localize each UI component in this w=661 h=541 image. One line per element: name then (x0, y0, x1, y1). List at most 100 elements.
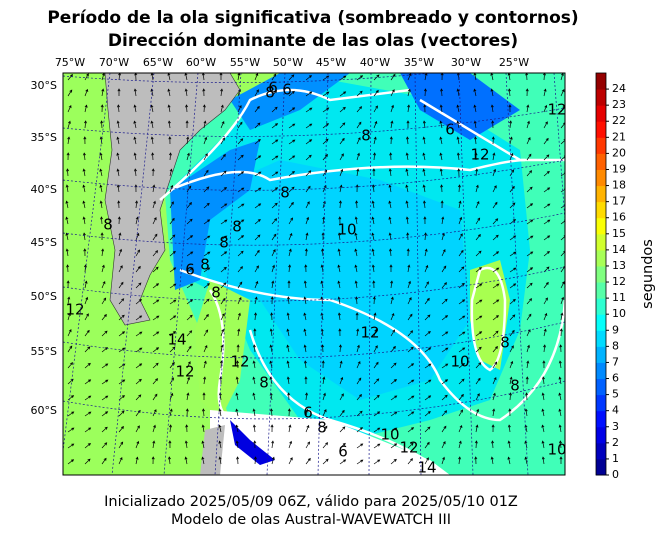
contour-label: 6 (303, 404, 313, 422)
colorbar-segment (596, 426, 606, 444)
colorbar-segment (596, 442, 606, 460)
meridian (266, 73, 286, 475)
colorbar-tick-label: 13 (612, 259, 626, 272)
lat-label: 45°S (31, 236, 57, 249)
contour-label: 12 (360, 324, 379, 342)
lon-label: 60°W (186, 56, 216, 69)
colorbar-tick-label: 3 (612, 420, 619, 433)
contour-label: 8 (317, 419, 327, 437)
meridian (163, 73, 199, 475)
parallel (63, 159, 565, 191)
colorbar-tick-label: 5 (612, 388, 619, 401)
colorbar-tick-label: 21 (612, 130, 626, 143)
lon-label: 40°W (360, 56, 390, 69)
title-line: Dirección dominante de las olas (vectore… (108, 31, 518, 51)
colorbar-tick-label: 11 (612, 291, 626, 304)
contour-label: 8 (510, 377, 520, 395)
parallel (63, 321, 565, 359)
colorbar-segment (596, 362, 606, 380)
contour-label: 8 (211, 284, 221, 302)
shade-8 (230, 73, 350, 130)
lat-label: 60°S (31, 404, 57, 417)
colorbar-segment (596, 330, 606, 347)
shade-14 (470, 260, 510, 370)
contour-label: 6 (268, 79, 278, 97)
colorbar-segment (596, 233, 606, 251)
colorbar-tick-label: 22 (612, 114, 626, 127)
lat-label: 50°S (31, 290, 57, 303)
contour-label: 8 (219, 234, 229, 252)
contour-label: 14 (417, 459, 436, 477)
colorbar-tick-label: 20 (612, 146, 626, 159)
lon-label: 45°W (316, 56, 346, 69)
contour-label: 10 (450, 353, 469, 371)
colorbar-segment (596, 249, 606, 267)
lon-label: 25°W (499, 56, 529, 69)
parallel (63, 212, 565, 246)
colorbar-segment (596, 410, 606, 428)
contour-label: 12 (547, 101, 566, 119)
lon-label: 50°W (273, 56, 303, 69)
parallel (63, 107, 565, 137)
contour-label: 6 (338, 443, 348, 461)
colorbar-tick-label: 0 (612, 468, 619, 481)
colorbar-segment (596, 73, 606, 90)
colorbar-segment (596, 346, 606, 363)
colorbar-segment (596, 185, 606, 203)
meridian (505, 73, 529, 475)
footer-line: Inicializado 2025/05/09 06Z, válido para… (104, 494, 518, 510)
colorbar-segment (596, 217, 606, 235)
map-frame (62, 72, 566, 476)
colorbar-segment (596, 137, 606, 154)
contour-label: 8 (500, 334, 510, 352)
land-antarctic-peninsula (200, 425, 225, 475)
contour-label: 12 (470, 146, 489, 164)
colorbar-tick-label: 17 (612, 195, 626, 208)
contour-label: 14 (167, 331, 186, 349)
land-south-america (104, 73, 241, 326)
colorbar-segment (596, 378, 606, 396)
colorbar-tick-label: 18 (612, 179, 626, 192)
contour-label: 8 (103, 216, 113, 234)
parallel (63, 266, 565, 302)
contour-label: 10 (380, 426, 399, 444)
shade-2 (230, 420, 275, 465)
contour-label: 6 (445, 121, 455, 139)
contour-label: 8 (200, 256, 210, 274)
contour-label: 8 (361, 127, 371, 145)
lon-label: 35°W (404, 56, 434, 69)
colorbar-tick-label: 6 (612, 372, 619, 385)
colorbar-segment (596, 265, 606, 283)
parallel (63, 380, 565, 420)
meridian (317, 73, 329, 475)
lon-label: 70°W (99, 56, 129, 69)
contour-label: 8 (259, 374, 269, 392)
colorbar-tick-label: 9 (612, 323, 619, 336)
contour-label: 6 (185, 261, 195, 279)
colorbar-tick-label: 19 (612, 162, 626, 175)
colorbar-tick-label: 7 (612, 355, 619, 368)
colorbar-segment (596, 89, 606, 106)
colorbar-segment (596, 458, 606, 476)
meridian (458, 73, 474, 475)
lon-label: 55°W (230, 56, 260, 69)
meridian (414, 73, 422, 475)
contour-label: 10 (337, 221, 356, 239)
contour-label: 8 (232, 218, 242, 236)
contours (159, 88, 565, 472)
meridian (368, 73, 372, 475)
meridian (214, 73, 242, 475)
colorbar-segment (596, 282, 606, 299)
contour-label: 10 (547, 441, 566, 459)
contour-label: 6 (282, 81, 292, 99)
colorbar-tick-label: 16 (612, 211, 626, 224)
colorbar-tick-label: 1 (612, 452, 619, 465)
colorbar-tick-label: 24 (612, 82, 626, 95)
lat-label: 30°S (31, 79, 57, 92)
parallel (63, 73, 436, 84)
meridian (111, 73, 155, 475)
meridian (63, 73, 111, 454)
colorbar-frame (595, 72, 607, 476)
colorbar-segment (596, 314, 606, 331)
